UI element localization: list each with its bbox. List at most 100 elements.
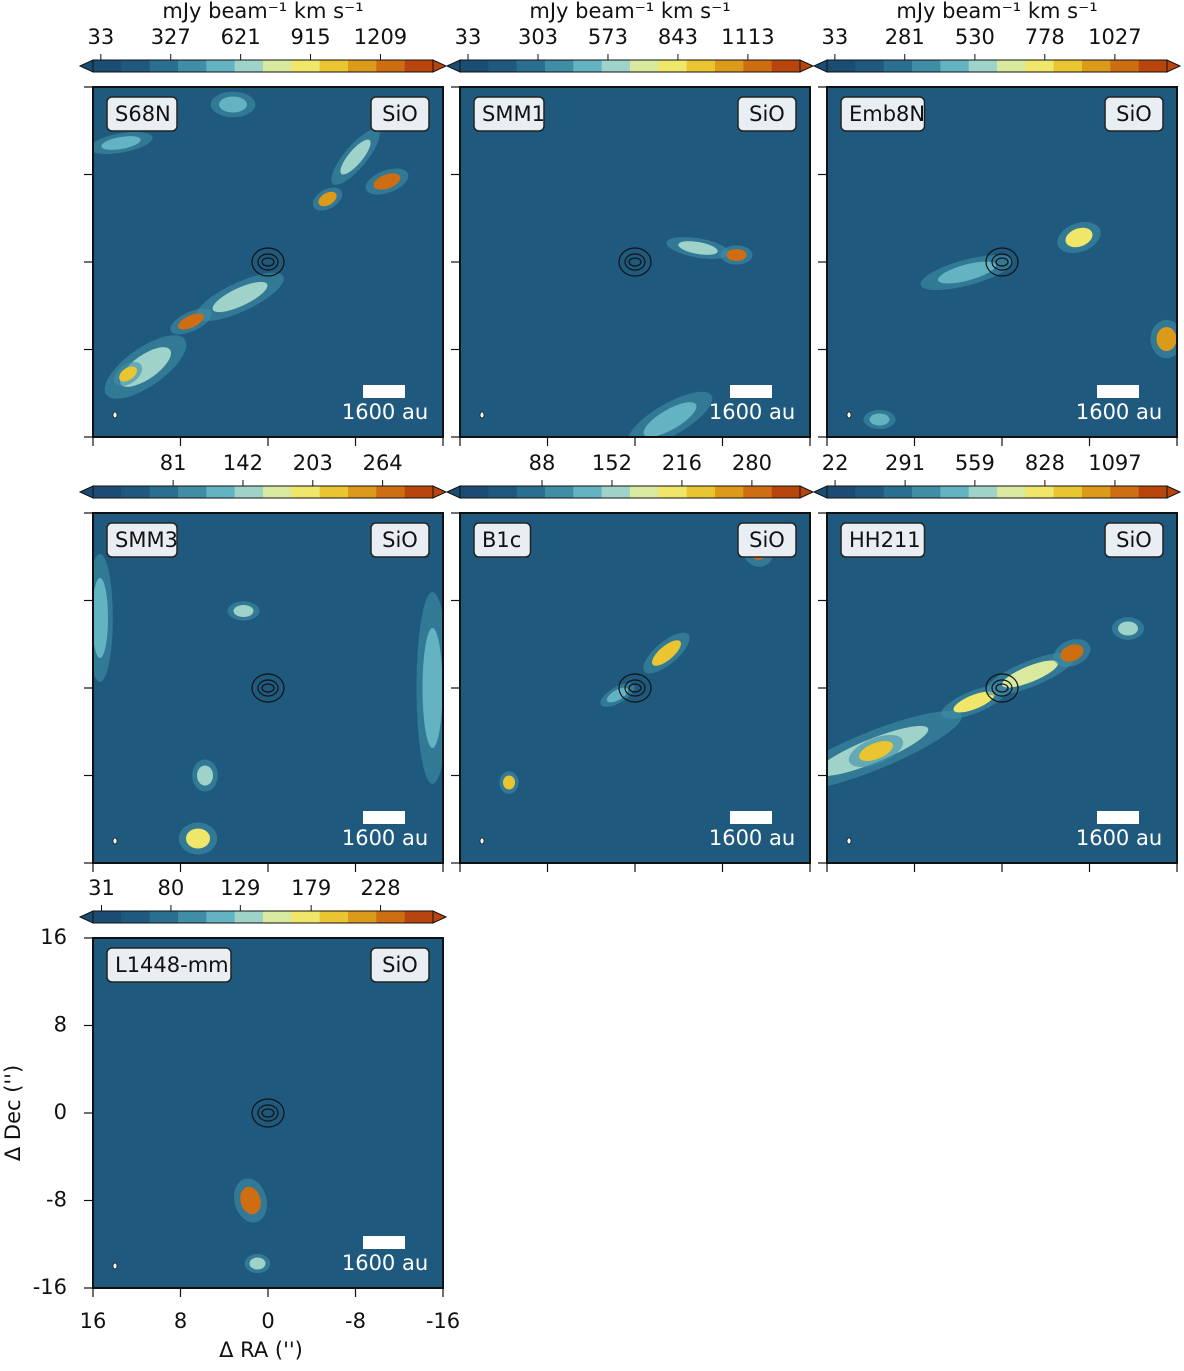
emission-core xyxy=(373,173,401,190)
scale-bar-label: 1600 au xyxy=(1076,826,1162,850)
image-background xyxy=(93,938,443,1288)
colorbar-segment xyxy=(348,60,377,72)
beam xyxy=(112,837,118,845)
colorbar-segment xyxy=(206,911,236,923)
beam xyxy=(846,411,852,419)
colorbar-segment xyxy=(997,486,1026,498)
colorbar-segment xyxy=(940,60,970,72)
emission xyxy=(618,237,753,437)
colorbar-segment xyxy=(1053,60,1083,72)
colorbar-segment xyxy=(715,60,744,72)
colorbar-segment xyxy=(263,486,292,498)
contour xyxy=(995,683,1009,693)
emission-core xyxy=(101,136,141,150)
colorbar-segment xyxy=(1025,486,1055,498)
colorbar-segment xyxy=(234,60,264,72)
emission-core xyxy=(726,249,747,261)
y-axis-label: Δ Dec ('') xyxy=(1,1065,25,1161)
colorbar-extend-high xyxy=(799,485,815,499)
contour xyxy=(251,673,285,703)
x-axis-label: Δ RA ('') xyxy=(219,1338,303,1362)
colorbar-frame xyxy=(92,485,434,499)
scale-bar-label: 1600 au xyxy=(1076,400,1162,424)
emission xyxy=(863,221,1177,430)
emission-core xyxy=(937,261,997,284)
emission-core xyxy=(212,281,268,313)
colorbar-tick-label: 573 xyxy=(588,25,628,49)
source-label: B1c xyxy=(482,528,521,552)
colorbar-segment xyxy=(1110,60,1140,72)
colorbar-segment xyxy=(319,911,349,923)
colorbar-segment xyxy=(573,486,603,498)
colorbar-tick-label: 291 xyxy=(885,451,925,475)
colorbar-segment xyxy=(743,60,773,72)
colorbar-tick-label: 530 xyxy=(955,25,995,49)
x-tick-label: -16 xyxy=(426,1309,460,1333)
line-box xyxy=(737,522,797,558)
colorbar-extend-high xyxy=(432,59,448,73)
colorbar-segment xyxy=(686,486,716,498)
colorbar-segment xyxy=(263,60,292,72)
colorbar-segment xyxy=(1082,60,1111,72)
contour xyxy=(991,253,1013,271)
contour xyxy=(261,1108,275,1118)
colorbar-extend-high xyxy=(1166,59,1182,73)
colorbar-segment xyxy=(516,486,546,498)
colorbar-segment xyxy=(545,486,574,498)
colorbar-tick-label: 559 xyxy=(955,451,995,475)
image-background xyxy=(460,87,810,437)
colorbar-segment xyxy=(178,60,207,72)
colorbar-segment xyxy=(206,486,236,498)
colorbar-label: mJy beam⁻¹ km s⁻¹ xyxy=(529,0,730,23)
source-label: L1448-mm xyxy=(115,953,229,977)
colorbar-extend-low xyxy=(78,59,94,73)
contour xyxy=(261,683,275,693)
line-box xyxy=(370,522,430,558)
colorbar-tick-label: 264 xyxy=(363,451,403,475)
emission-core xyxy=(1065,227,1093,248)
emission-core xyxy=(953,691,995,713)
colorbar-tick-label: 1097 xyxy=(1088,451,1141,475)
scale-bar-label: 1600 au xyxy=(709,400,795,424)
colorbar-segment xyxy=(601,60,631,72)
beam xyxy=(479,837,485,845)
colorbar-extend-high xyxy=(1166,485,1182,499)
y-tick-label: 8 xyxy=(54,1013,67,1037)
colorbar-tick-label: 778 xyxy=(1025,25,1065,49)
beam xyxy=(846,837,852,845)
line-label: SiO xyxy=(382,953,418,977)
colorbar-frame xyxy=(459,485,801,499)
emission xyxy=(93,554,443,855)
scale-bar-label: 1600 au xyxy=(342,1251,428,1275)
colorbar-segment xyxy=(1138,486,1168,498)
emission xyxy=(233,1098,285,1274)
colorbar-segment xyxy=(573,60,603,72)
colorbar-segment xyxy=(1138,60,1168,72)
line-box xyxy=(370,96,430,132)
colorbar-segment xyxy=(516,60,546,72)
label-box xyxy=(106,522,178,558)
colorbar-frame xyxy=(92,910,434,924)
colorbar-segment xyxy=(827,486,856,498)
colorbar-tick-label: 203 xyxy=(293,451,333,475)
contour xyxy=(618,247,652,277)
emission-core xyxy=(340,139,371,175)
beam xyxy=(479,411,485,419)
colorbar-tick-label: 843 xyxy=(658,25,698,49)
colorbar-segment xyxy=(997,60,1026,72)
colorbar-tick-label: 303 xyxy=(518,25,558,49)
colorbar-segment xyxy=(601,486,631,498)
colorbar-segment xyxy=(488,60,518,72)
colorbar-segment xyxy=(376,911,406,923)
colorbar-tick-label: 179 xyxy=(291,876,331,900)
colorbar-segment xyxy=(855,60,885,72)
colorbar-tick-label: 80 xyxy=(158,876,185,900)
colorbar-label: mJy beam⁻¹ km s⁻¹ xyxy=(162,0,363,23)
colorbar-tick-label: 88 xyxy=(529,451,556,475)
emission-core xyxy=(1060,644,1084,662)
contour xyxy=(628,257,642,267)
beam xyxy=(112,1262,118,1270)
colorbar-segment xyxy=(291,486,321,498)
beam xyxy=(112,411,118,419)
emission-core xyxy=(678,241,718,255)
